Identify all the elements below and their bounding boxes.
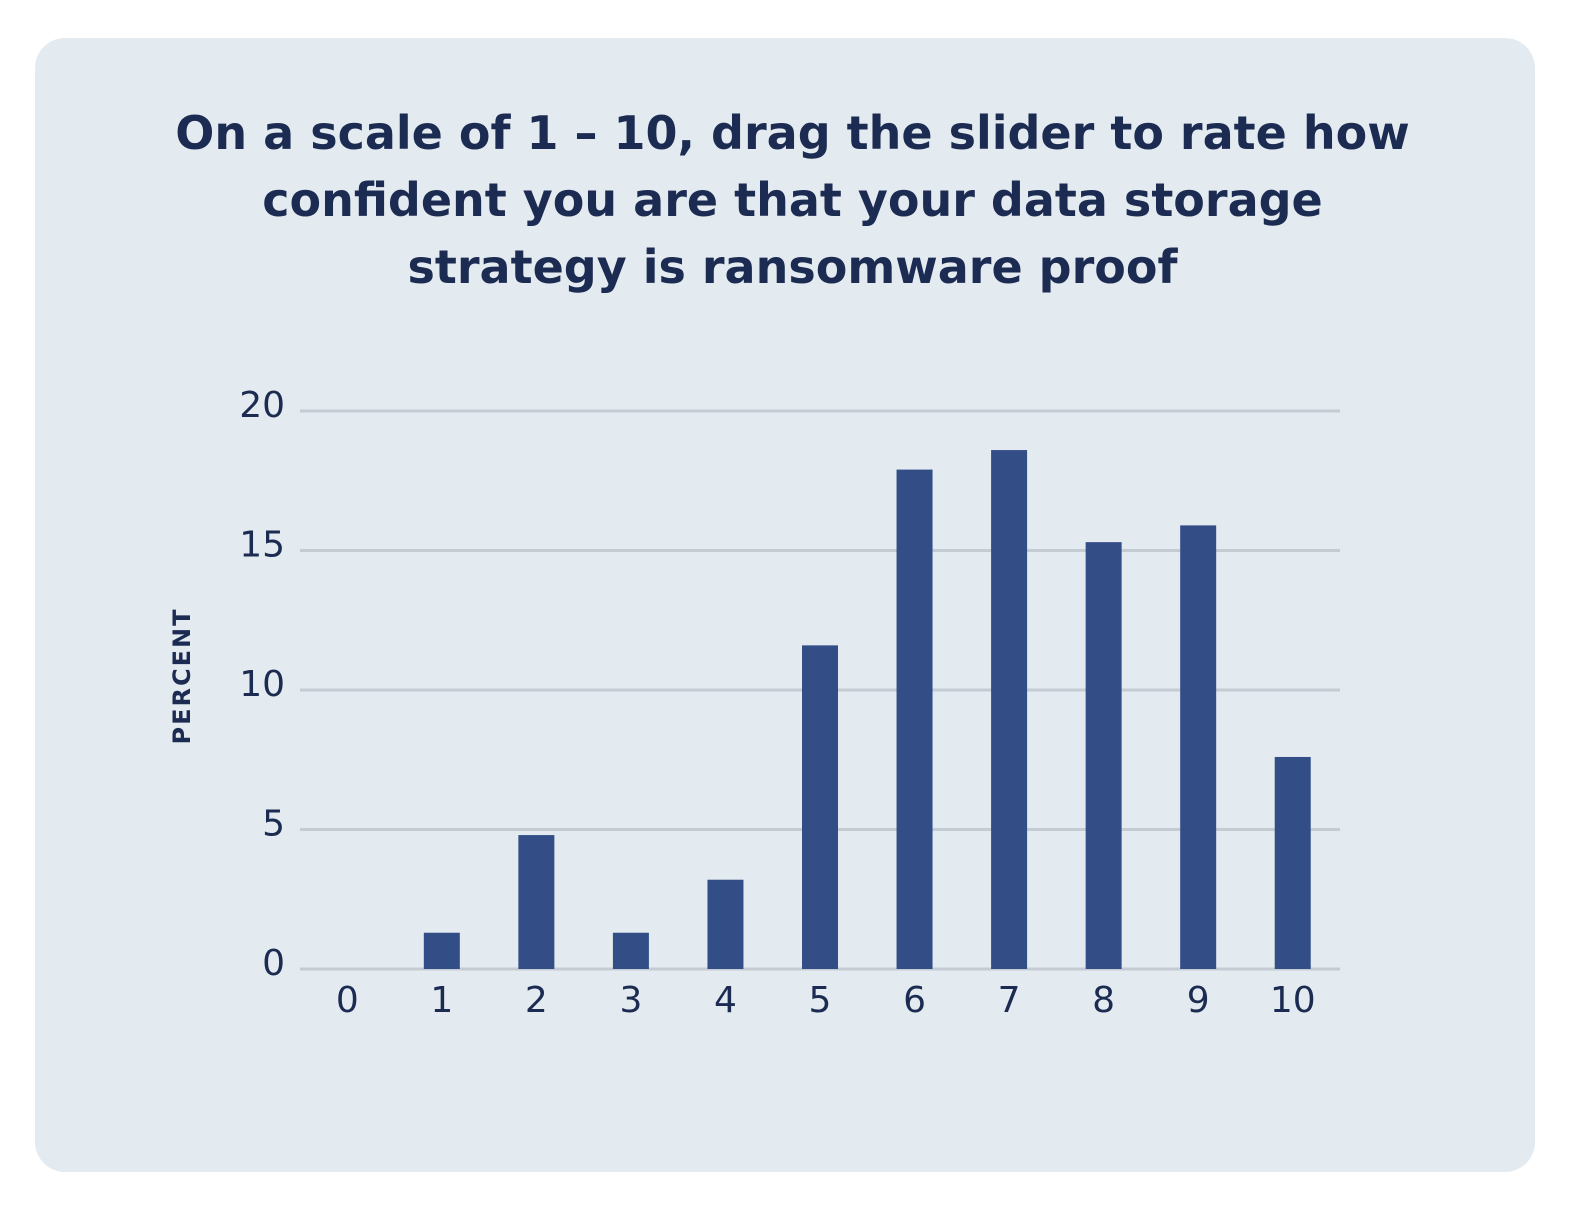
x-tick-label: 6 bbox=[903, 980, 926, 1021]
bar bbox=[707, 879, 744, 969]
x-tick-label: 10 bbox=[1270, 980, 1316, 1021]
y-tick-label: 15 bbox=[239, 525, 285, 566]
y-tick-label: 5 bbox=[262, 804, 285, 845]
x-tick-label: 1 bbox=[430, 980, 453, 1021]
bar bbox=[423, 932, 460, 969]
chart-title: On a scale of 1 – 10, drag the slider to… bbox=[175, 106, 1410, 294]
bar bbox=[612, 932, 649, 969]
bar bbox=[802, 645, 838, 969]
bar bbox=[1274, 756, 1311, 969]
x-tick-label: 0 bbox=[336, 980, 359, 1021]
x-tick-label: 8 bbox=[1092, 980, 1115, 1021]
y-tick-label: 10 bbox=[239, 664, 285, 705]
bar bbox=[991, 450, 1028, 969]
x-tick-label: 9 bbox=[1187, 980, 1210, 1021]
y-axis-title: PERCENT bbox=[168, 608, 196, 745]
y-tick-label: 0 bbox=[262, 943, 285, 984]
y-tick-label: 20 bbox=[239, 385, 285, 426]
bar bbox=[518, 835, 555, 969]
x-tick-label: 7 bbox=[998, 980, 1021, 1021]
x-tick-label: 3 bbox=[619, 980, 642, 1021]
bar bbox=[896, 469, 933, 969]
bar bbox=[1085, 542, 1122, 969]
card bbox=[35, 38, 1535, 1172]
x-tick-label: 5 bbox=[809, 980, 832, 1021]
x-tick-label: 4 bbox=[714, 980, 737, 1021]
x-tick-label: 2 bbox=[525, 980, 548, 1021]
bar bbox=[1180, 525, 1217, 969]
